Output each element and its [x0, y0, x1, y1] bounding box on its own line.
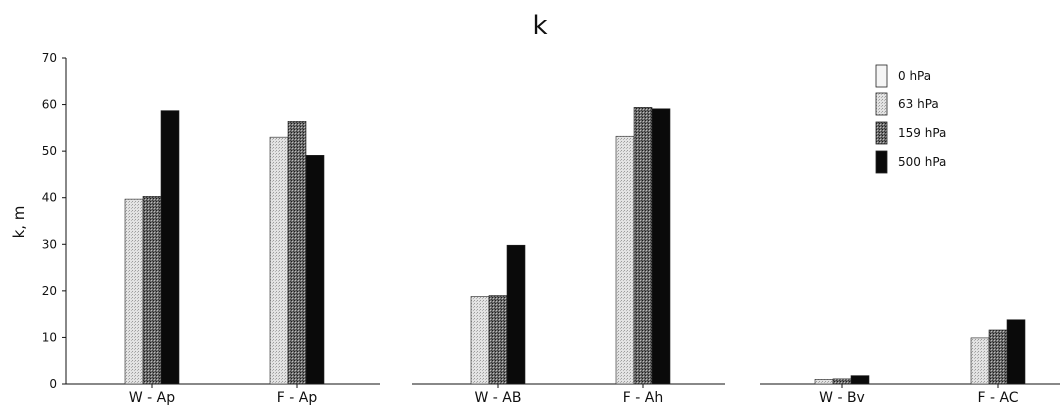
x-tick-label: W - Bv	[819, 390, 865, 406]
bar	[988, 329, 1008, 385]
bar	[305, 155, 325, 385]
bar	[850, 375, 870, 385]
bar	[615, 135, 635, 385]
legend-swatch	[875, 92, 888, 116]
x-tick-label: W - AB	[475, 390, 522, 406]
bar	[124, 198, 144, 385]
y-tick-label: 40	[42, 191, 57, 205]
bar	[287, 121, 307, 385]
bars	[124, 107, 1026, 385]
bar	[814, 379, 834, 385]
y-tick-label: 10	[42, 330, 57, 344]
bar	[832, 378, 852, 385]
y-tick-label: 20	[42, 284, 57, 298]
bar	[488, 295, 508, 385]
y-tick-label: 30	[42, 237, 57, 251]
bar	[1006, 319, 1026, 385]
bar	[970, 337, 990, 385]
category-labels: W - Ap F - Ap W - AB F - Ah W - Bv F - AC	[129, 384, 1019, 406]
legend-label: 0 hPa	[898, 69, 931, 83]
legend-label: 63 hPa	[898, 97, 939, 111]
legend-label: 500 hPa	[898, 155, 946, 169]
x-tick-label: F - Ap	[277, 390, 318, 406]
x-tick-label: F - AC	[977, 390, 1018, 406]
bar	[160, 110, 180, 385]
bar	[651, 108, 671, 385]
y-tick-label: 0	[49, 377, 57, 391]
bar	[633, 107, 653, 385]
chart-title: k	[532, 11, 547, 41]
x-tick-label: W - Ap	[129, 390, 175, 406]
x-tick-label: F - Ah	[623, 390, 663, 406]
axes: 0 10 20 30 40 50 60 70	[42, 51, 1060, 391]
bar	[269, 136, 289, 385]
legend-swatch	[875, 64, 888, 88]
legend: 0 hPa 63 hPa 159 hPa 500 hPa	[875, 64, 946, 174]
bar	[470, 296, 490, 385]
legend-swatch	[875, 121, 888, 145]
legend-label: 159 hPa	[898, 126, 946, 140]
bar	[142, 196, 162, 385]
y-tick-label: 60	[42, 98, 57, 112]
legend-swatch	[875, 150, 888, 174]
bar	[506, 244, 526, 385]
y-tick-label: 50	[42, 144, 57, 158]
y-axis-label: k, m	[10, 206, 28, 239]
y-tick-label: 70	[42, 51, 57, 65]
